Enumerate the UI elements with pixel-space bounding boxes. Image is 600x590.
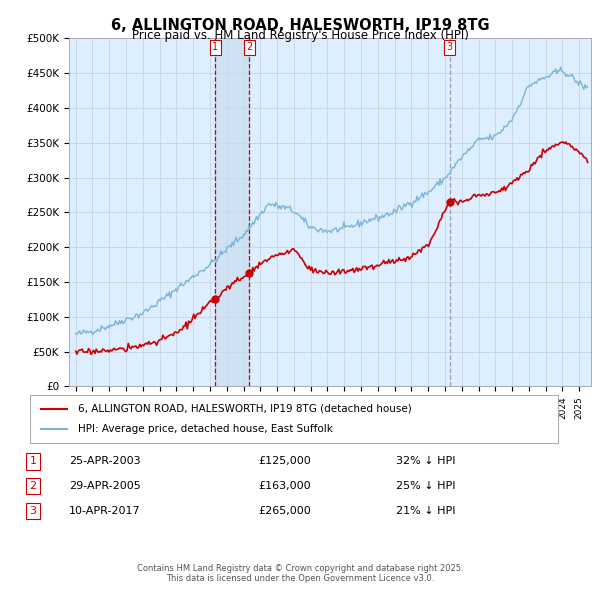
Text: 3: 3 [29, 506, 37, 516]
Text: 2: 2 [246, 42, 252, 53]
Text: 1: 1 [212, 42, 218, 53]
Text: 29-APR-2005: 29-APR-2005 [69, 481, 141, 491]
Text: 10-APR-2017: 10-APR-2017 [69, 506, 140, 516]
Text: HPI: Average price, detached house, East Suffolk: HPI: Average price, detached house, East… [77, 424, 332, 434]
Text: 6, ALLINGTON ROAD, HALESWORTH, IP19 8TG: 6, ALLINGTON ROAD, HALESWORTH, IP19 8TG [110, 18, 490, 32]
Text: £265,000: £265,000 [258, 506, 311, 516]
Text: 2: 2 [29, 481, 37, 491]
Text: £125,000: £125,000 [258, 457, 311, 466]
Text: Price paid vs. HM Land Registry's House Price Index (HPI): Price paid vs. HM Land Registry's House … [131, 30, 469, 42]
Text: Contains HM Land Registry data © Crown copyright and database right 2025.
This d: Contains HM Land Registry data © Crown c… [137, 563, 463, 583]
Text: 3: 3 [446, 42, 453, 53]
Bar [215, 38, 249, 386]
Text: 25-APR-2003: 25-APR-2003 [69, 457, 140, 466]
Text: 21% ↓ HPI: 21% ↓ HPI [396, 506, 455, 516]
Text: 1: 1 [29, 457, 37, 466]
Text: £163,000: £163,000 [258, 481, 311, 491]
Text: 25% ↓ HPI: 25% ↓ HPI [396, 481, 455, 491]
Text: 6, ALLINGTON ROAD, HALESWORTH, IP19 8TG (detached house): 6, ALLINGTON ROAD, HALESWORTH, IP19 8TG … [77, 404, 411, 414]
Text: 32% ↓ HPI: 32% ↓ HPI [396, 457, 455, 466]
